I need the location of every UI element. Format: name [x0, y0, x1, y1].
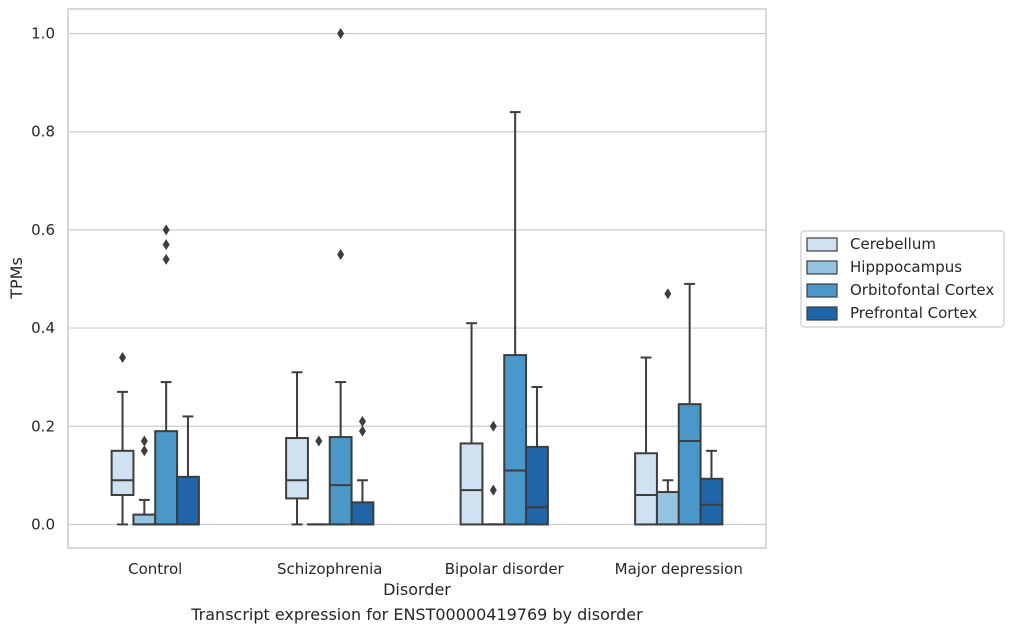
outlier-point	[162, 253, 170, 265]
box-2-3	[525, 385, 549, 526]
plot-frame	[67, 8, 767, 549]
box-2-1	[481, 420, 506, 526]
x-axis: Control Schizophrenia Bipolar disorder Majo…	[128, 560, 743, 578]
chart-caption: Transcript expression for ENST0000041976…	[191, 605, 643, 624]
legend-swatch	[806, 237, 838, 252]
legend: Cerebellum Hipppocampus Orbitofontal Corte…	[800, 230, 1005, 328]
box-1-0	[285, 371, 309, 526]
y-axis-title: TPMs	[7, 257, 26, 300]
y-axis: 0.0 0.2 0.4 0.6 0.8 1.0	[31, 25, 55, 534]
y-tick-label: 0.6	[31, 221, 55, 239]
outlier-point	[315, 435, 323, 447]
outlier-point	[337, 28, 345, 40]
y-tick-label: 0.0	[31, 515, 55, 533]
y-tick-label: 0.8	[31, 123, 55, 141]
box-2-2	[503, 111, 528, 526]
box-body	[634, 452, 658, 526]
y-tick-label: 1.0	[31, 25, 55, 43]
box-plot-area	[110, 28, 724, 526]
box-0-2	[154, 224, 179, 526]
outlier-point	[489, 484, 497, 496]
legend-swatch	[806, 283, 838, 298]
box-0-1	[132, 435, 157, 526]
legend-label: Hipppocampus	[850, 258, 962, 276]
outlier-point	[140, 435, 148, 447]
box-body	[525, 445, 549, 526]
y-tick-label: 0.2	[31, 417, 55, 435]
legend-frame	[800, 230, 1005, 328]
x-tick-label: Major depression	[615, 560, 743, 578]
box-body	[503, 354, 528, 526]
outlier-point	[358, 415, 366, 427]
x-tick-label: Bipolar disorder	[445, 560, 565, 578]
box-3-3	[699, 449, 724, 526]
box-0-0	[110, 352, 135, 526]
box-body	[154, 430, 179, 526]
outlier-point	[140, 445, 148, 457]
x-tick-label: Schizophrenia	[277, 560, 382, 578]
legend-label: Prefrontal Cortex	[850, 304, 977, 322]
x-tick-label: Control	[128, 560, 182, 578]
x-axis-title: Disorder	[383, 580, 451, 599]
box-3-1	[655, 288, 680, 526]
y-tick-label: 0.4	[31, 319, 55, 337]
box-1-2	[328, 28, 353, 526]
legend-swatch	[806, 306, 838, 321]
box-1-3	[350, 415, 375, 526]
box-body	[132, 513, 157, 526]
outlier-point	[489, 420, 497, 432]
outlier-point	[358, 425, 366, 437]
box-body	[110, 449, 135, 496]
box-body	[328, 436, 353, 526]
legend-swatch	[806, 260, 838, 275]
box-body	[285, 437, 309, 500]
box-body	[677, 403, 702, 526]
box-body	[459, 442, 484, 526]
box-2-0	[459, 322, 484, 526]
box-body	[699, 477, 724, 526]
outlier-point	[162, 224, 170, 236]
outlier-point	[337, 248, 345, 260]
box-body	[655, 491, 680, 526]
legend-label: Cerebellum	[850, 235, 936, 253]
outlier-point	[664, 288, 672, 300]
box-3-0	[634, 356, 658, 526]
box-body	[350, 501, 375, 526]
outlier-point	[119, 352, 127, 364]
box-1-1	[306, 435, 331, 526]
box-body	[176, 475, 200, 526]
outlier-point	[162, 239, 170, 251]
legend-label: Orbitofontal Cortex	[850, 281, 994, 299]
box-3-2	[677, 282, 702, 526]
box-0-3	[176, 415, 200, 526]
